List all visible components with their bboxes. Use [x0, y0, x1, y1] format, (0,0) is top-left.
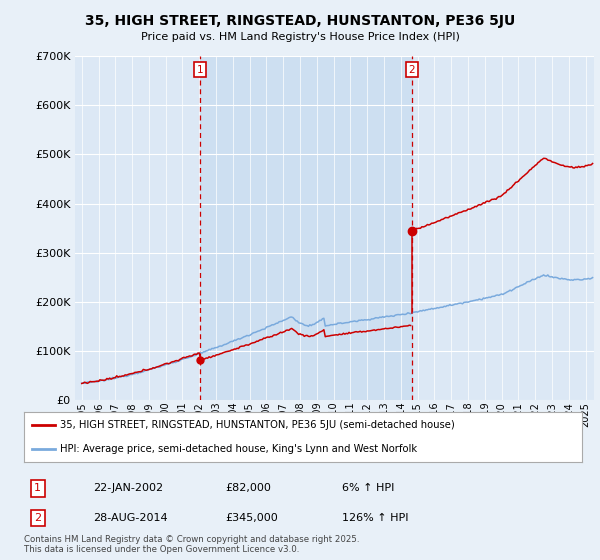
Text: Contains HM Land Registry data © Crown copyright and database right 2025.
This d: Contains HM Land Registry data © Crown c… — [24, 535, 359, 554]
Text: 35, HIGH STREET, RINGSTEAD, HUNSTANTON, PE36 5JU: 35, HIGH STREET, RINGSTEAD, HUNSTANTON, … — [85, 14, 515, 28]
Text: 6% ↑ HPI: 6% ↑ HPI — [342, 483, 394, 493]
Text: 126% ↑ HPI: 126% ↑ HPI — [342, 513, 409, 523]
Text: HPI: Average price, semi-detached house, King's Lynn and West Norfolk: HPI: Average price, semi-detached house,… — [60, 445, 418, 454]
Bar — [200, 56, 412, 400]
Text: Price paid vs. HM Land Registry's House Price Index (HPI): Price paid vs. HM Land Registry's House … — [140, 32, 460, 43]
Text: 1: 1 — [34, 483, 41, 493]
Text: 22-JAN-2002: 22-JAN-2002 — [93, 483, 163, 493]
Text: 28-AUG-2014: 28-AUG-2014 — [93, 513, 167, 523]
Text: 2: 2 — [34, 513, 41, 523]
Text: 1: 1 — [197, 64, 203, 74]
Text: £82,000: £82,000 — [225, 483, 271, 493]
Text: £345,000: £345,000 — [225, 513, 278, 523]
Text: 35, HIGH STREET, RINGSTEAD, HUNSTANTON, PE36 5JU (semi-detached house): 35, HIGH STREET, RINGSTEAD, HUNSTANTON, … — [60, 420, 455, 430]
Text: 2: 2 — [409, 64, 415, 74]
